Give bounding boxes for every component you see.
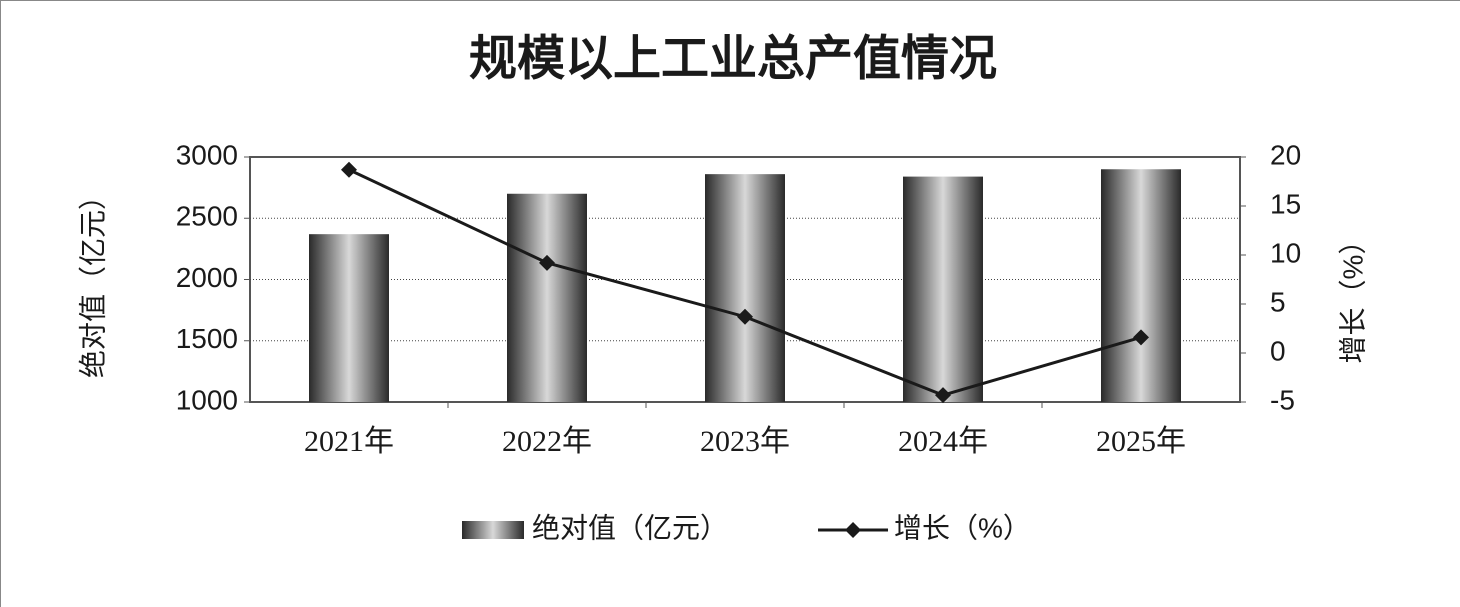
line-marker	[737, 308, 753, 325]
y-axis-title: 绝对值（亿元）	[77, 182, 108, 378]
legend-label: 增长（%）	[894, 512, 1031, 543]
x-tick-label: 2021年	[304, 425, 394, 458]
line-marker	[935, 387, 951, 404]
y2-tick-label: 5	[1270, 286, 1286, 317]
x-tick-label: 2025年	[1096, 425, 1186, 458]
bar	[507, 193, 587, 402]
y2-axis-title: 增长（%）	[1337, 227, 1368, 364]
x-tick-label: 2023年	[700, 425, 790, 458]
line-marker	[539, 254, 555, 271]
line-marker	[1133, 329, 1149, 346]
y2-tick-label: 15	[1270, 188, 1301, 219]
x-tick-label: 2024年	[898, 425, 988, 458]
bar	[309, 234, 389, 402]
chart-title: 规模以上工业总产值情况	[469, 33, 997, 86]
legend-marker	[845, 522, 862, 538]
y-tick-label: 1000	[176, 384, 238, 415]
y-tick-label: 2000	[176, 262, 238, 293]
legend-swatch	[462, 521, 524, 539]
line-marker	[341, 161, 357, 178]
y2-tick-label: 10	[1270, 237, 1301, 268]
bar	[705, 174, 785, 402]
y2-tick-label: 20	[1270, 139, 1301, 170]
bar	[903, 176, 983, 402]
y2-tick-label: 0	[1270, 335, 1286, 366]
x-tick-label: 2022年	[502, 425, 592, 458]
bar	[1101, 169, 1181, 402]
y2-tick-label: -5	[1270, 384, 1295, 415]
legend-label: 绝对值（亿元）	[532, 512, 728, 543]
y-tick-label: 1500	[176, 323, 238, 354]
y-tick-label: 3000	[176, 139, 238, 170]
y-tick-label: 2500	[176, 201, 238, 232]
